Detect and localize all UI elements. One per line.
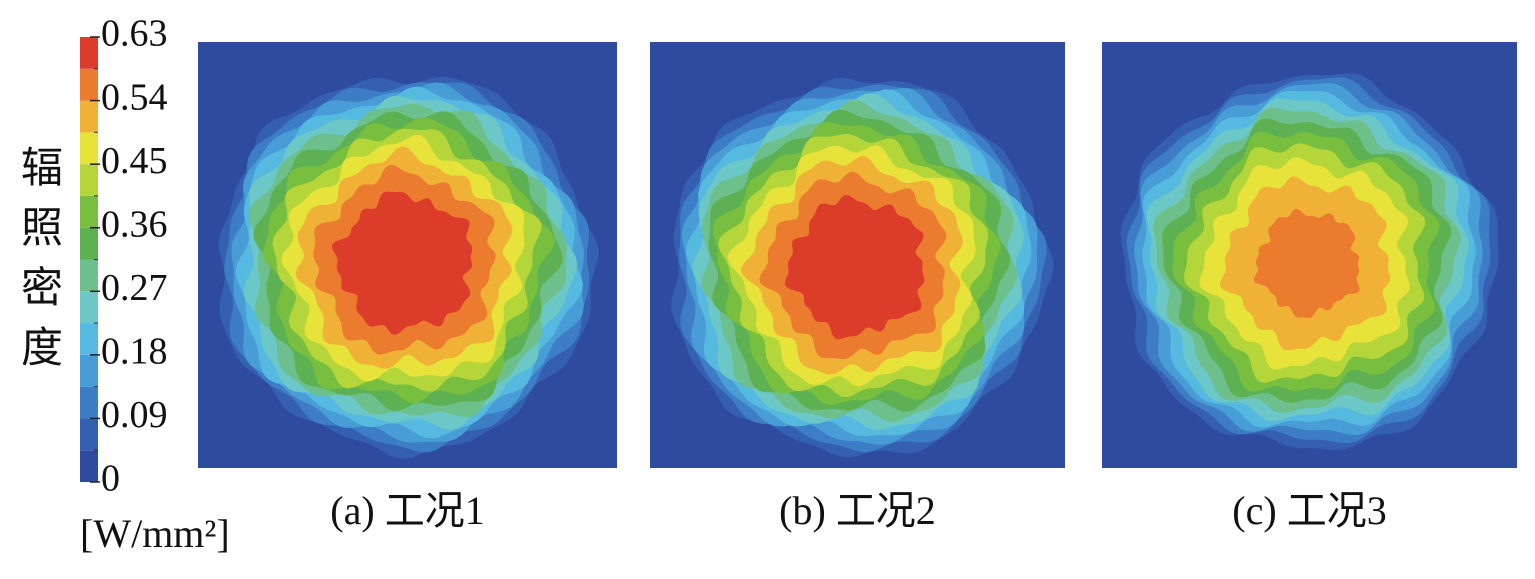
colorbar-band (80, 386, 98, 419)
contour-level (1253, 208, 1360, 318)
colorbar-band (80, 450, 98, 482)
colorbar-tick-label: 0.63 (101, 13, 168, 55)
panel-caption: (a) 工况1 (330, 488, 484, 533)
colorbar-band (80, 37, 98, 69)
contour-level (784, 194, 925, 340)
colorbar-unit: [W/mm²] (80, 511, 230, 556)
colorbar-band (80, 68, 98, 101)
colorbar-band (80, 291, 98, 324)
colorbar-band (80, 323, 98, 355)
contour-level (332, 191, 473, 335)
colorbar-band (80, 418, 98, 451)
panel-caption: (c) 工况3 (1232, 488, 1386, 533)
colorbar-tick-label: 0.36 (101, 203, 168, 245)
colorbar-label: 辐照密度 (15, 145, 64, 385)
contour-panel (198, 42, 617, 468)
colorbar-band (80, 100, 98, 133)
colorbar-tick-label: 0.18 (101, 331, 168, 373)
contour-panel (650, 42, 1065, 468)
colorbar-tick-label: 0.27 (101, 267, 168, 309)
colorbar-band (80, 132, 98, 165)
colorbar-band (80, 259, 98, 292)
colorbar-band (80, 195, 98, 228)
colorbar-tick-label: 0 (101, 458, 120, 500)
panel-caption: (b) 工况2 (779, 488, 936, 533)
colorbar-tick-label: 0.45 (101, 140, 168, 182)
colorbar-band (80, 354, 98, 387)
colorbar-band (80, 164, 98, 196)
contour-panel (1102, 42, 1517, 468)
colorbar-tick-label: 0.09 (101, 394, 168, 436)
colorbar-tick-label: 0.54 (101, 76, 168, 118)
colorbar-band (80, 227, 98, 260)
